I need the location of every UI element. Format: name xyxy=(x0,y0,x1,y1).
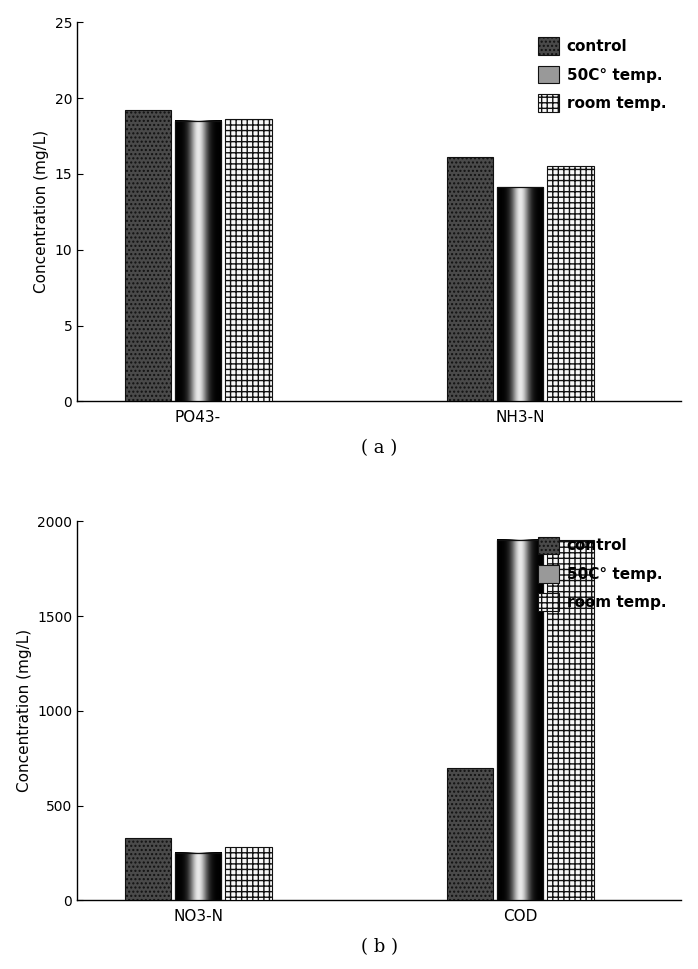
Bar xyxy=(124,838,171,900)
Y-axis label: Concentration (mg/L): Concentration (mg/L) xyxy=(34,130,49,294)
Bar xyxy=(175,121,221,401)
Text: ( b ): ( b ) xyxy=(361,938,398,956)
Bar xyxy=(547,167,594,401)
Legend: control, 50C° temp., room temp.: control, 50C° temp., room temp. xyxy=(530,30,674,119)
Y-axis label: Concentration (mg/L): Concentration (mg/L) xyxy=(17,629,31,793)
Bar xyxy=(547,540,594,900)
Bar xyxy=(497,187,543,401)
Bar xyxy=(124,110,171,401)
Legend: control, 50C° temp., room temp.: control, 50C° temp., room temp. xyxy=(530,529,674,618)
Bar xyxy=(225,119,272,401)
Bar xyxy=(497,540,543,900)
Bar xyxy=(447,767,493,900)
Bar xyxy=(447,157,493,401)
Bar xyxy=(225,847,272,900)
Bar xyxy=(175,853,221,900)
Text: ( a ): ( a ) xyxy=(361,439,397,457)
